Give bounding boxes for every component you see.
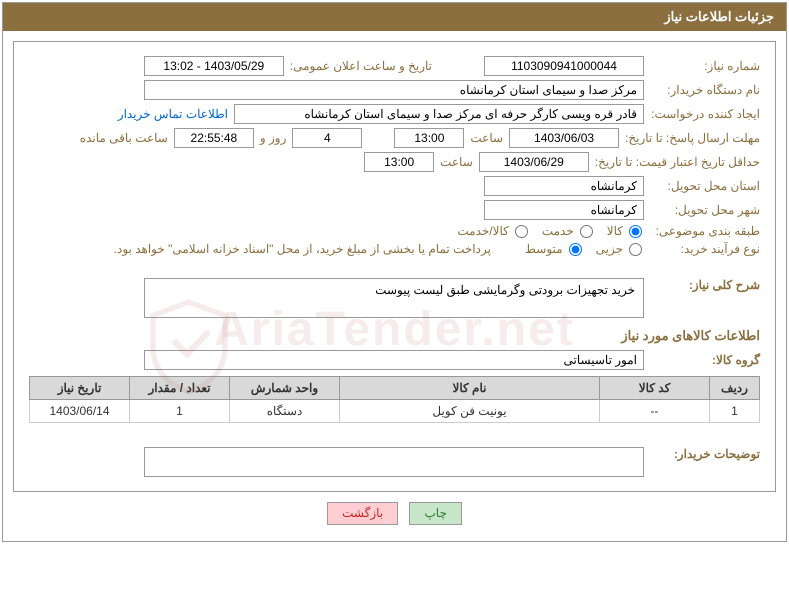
row-creator: ایجاد کننده درخواست: قادر قره ویسی کارگر… [29,104,760,124]
deadline-label: مهلت ارسال پاسخ: تا تاریخ: [625,131,760,145]
deadline-time: 13:00 [394,128,464,148]
th-qty: تعداد / مقدار [130,377,230,400]
validity-time-label: ساعت [440,155,473,169]
need-number-value: 1103090941000044 [484,56,644,76]
radio-goods-service[interactable] [515,225,528,238]
row-purchase-type: نوع فرآیند خرید: جزیی متوسط پرداخت تمام … [29,242,760,256]
row-validity: حداقل تاریخ اعتبار قیمت: تا تاریخ: 1403/… [29,152,760,172]
remaining-label: ساعت باقی مانده [80,131,168,145]
validity-date: 1403/06/29 [479,152,589,172]
buyer-value: مرکز صدا و سیمای استان کرمانشاه [144,80,644,100]
notes-value [144,447,644,477]
main-container: جزئیات اطلاعات نیاز AriaTender.net شماره… [2,2,787,542]
print-button[interactable]: چاپ [409,502,461,525]
row-notes: توضیحات خریدار: [29,447,760,477]
deadline-date: 1403/06/03 [509,128,619,148]
announce-value: 1403/05/29 - 13:02 [144,56,284,76]
radio-goods-service-label: کالا/خدمت [457,224,508,238]
deadline-time-label: ساعت [470,131,503,145]
row-city: شهر محل تحویل: کرمانشاه [29,200,760,220]
goods-section-title: اطلاعات کالاهای مورد نیاز [29,328,760,344]
form-panel: AriaTender.net شماره نیاز: 1103090941000… [13,41,776,492]
cell-row: 1 [710,400,760,423]
radio-small-label: جزیی [596,242,623,256]
payment-note: پرداخت تمام یا بخشی از مبلغ خرید، از محل… [114,242,491,256]
th-unit: واحد شمارش [230,377,340,400]
row-group: گروه کالا: امور تاسیساتی [29,350,760,370]
th-name: نام کالا [340,377,600,400]
cell-code: -- [600,400,710,423]
th-row: ردیف [710,377,760,400]
goods-table: ردیف کد کالا نام کالا واحد شمارش تعداد /… [29,376,760,423]
province-label: استان محل تحویل: [650,179,760,193]
purchase-type-radio-group: جزیی متوسط [517,242,644,256]
radio-medium-label: متوسط [525,242,563,256]
city-value: کرمانشاه [484,200,644,220]
buyer-label: نام دستگاه خریدار: [650,83,760,97]
radio-service-label: خدمت [542,224,574,238]
radio-goods-label: کالا [607,224,623,238]
row-summary: شرح کلی نیاز: خرید تجهیزات برودتی وگرمای… [29,278,760,318]
creator-label: ایجاد کننده درخواست: [650,107,760,121]
time-counter: 22:55:48 [174,128,254,148]
contact-link[interactable]: اطلاعات تماس خریدار [118,107,228,121]
days-remaining: 4 [292,128,362,148]
days-and-label: روز و [260,131,287,145]
purchase-type-label: نوع فرآیند خرید: [650,242,760,256]
table-row: 1 -- یونیت فن کویل دستگاه 1 1403/06/14 [30,400,760,423]
group-label: گروه کالا: [650,353,760,367]
radio-small[interactable] [629,243,642,256]
button-row: چاپ بازگشت [13,492,776,531]
validity-time: 13:00 [364,152,434,172]
row-buyer: نام دستگاه خریدار: مرکز صدا و سیمای استا… [29,80,760,100]
need-number-label: شماره نیاز: [650,59,760,73]
cell-name: یونیت فن کویل [340,400,600,423]
cell-unit: دستگاه [230,400,340,423]
th-code: کد کالا [600,377,710,400]
th-date: تاریخ نیاز [30,377,130,400]
radio-goods[interactable] [629,225,642,238]
row-deadline: مهلت ارسال پاسخ: تا تاریخ: 1403/06/03 سا… [29,128,760,148]
announce-label: تاریخ و ساعت اعلان عمومی: [290,59,432,73]
table-header-row: ردیف کد کالا نام کالا واحد شمارش تعداد /… [30,377,760,400]
province-value: کرمانشاه [484,176,644,196]
row-province: استان محل تحویل: کرمانشاه [29,176,760,196]
notes-label: توضیحات خریدار: [650,447,760,461]
row-category: طبقه بندی موضوعی: کالا خدمت کالا/خدمت [29,224,760,238]
radio-service[interactable] [580,225,593,238]
panel-header: جزئیات اطلاعات نیاز [3,3,786,31]
cell-date: 1403/06/14 [30,400,130,423]
content-area: AriaTender.net شماره نیاز: 1103090941000… [3,31,786,541]
cell-qty: 1 [130,400,230,423]
category-radio-group: کالا خدمت کالا/خدمت [449,224,644,238]
summary-value: خرید تجهیزات برودتی وگرمایشی طبق لیست پی… [144,278,644,318]
category-label: طبقه بندی موضوعی: [650,224,760,238]
row-need-number: شماره نیاز: 1103090941000044 تاریخ و ساع… [29,56,760,76]
radio-medium[interactable] [569,243,582,256]
group-value: امور تاسیساتی [144,350,644,370]
creator-value: قادر قره ویسی کارگر حرفه ای مرکز صدا و س… [234,104,644,124]
panel-title: جزئیات اطلاعات نیاز [664,9,774,24]
city-label: شهر محل تحویل: [650,203,760,217]
summary-label: شرح کلی نیاز: [650,278,760,292]
validity-label: حداقل تاریخ اعتبار قیمت: تا تاریخ: [595,155,760,169]
back-button[interactable]: بازگشت [327,502,398,525]
